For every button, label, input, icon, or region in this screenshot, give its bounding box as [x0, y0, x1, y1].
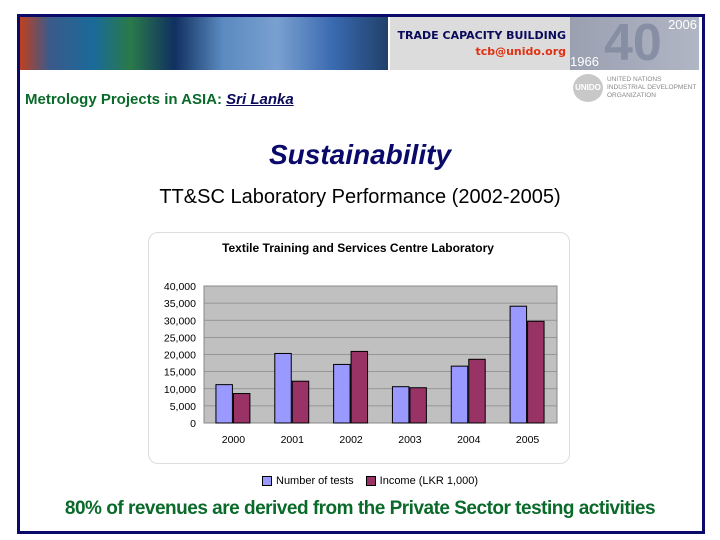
bar-tests-2005: [509, 305, 528, 424]
x-tick-label: 2000: [222, 434, 246, 446]
header-photo-banner: [20, 17, 388, 70]
legend-swatch: [262, 476, 272, 487]
tcb-email[interactable]: tcb@unido.org: [475, 45, 566, 58]
bar-tests-2003: [391, 386, 410, 424]
subtitle-prefix: Metrology Projects in ASIA:: [25, 91, 227, 108]
y-tick-label: 15,000: [164, 367, 196, 379]
x-tick-label: 2003: [398, 434, 422, 446]
bar-tests-2004: [450, 365, 469, 424]
y-tick-label: 30,000: [164, 315, 196, 327]
y-tick-label: 5,000: [170, 401, 196, 413]
y-tick-label: 0: [190, 418, 196, 430]
anniversary-start-year: 1966: [570, 54, 599, 69]
bar-chart: Textile Training and Services Centre Lab…: [164, 241, 558, 446]
tcb-title: TRADE CAPACITY BUILDING: [397, 29, 566, 42]
unido-logo: UNIDO UNITED NATIONS INDUSTRIAL DEVELOPM…: [573, 74, 697, 102]
footer-statement: 80% of revenues are derived from the Pri…: [64, 498, 656, 519]
page-heading: TT&SC Laboratory Performance (2002-2005): [159, 186, 561, 208]
y-tick-label: 10,000: [164, 384, 196, 396]
x-tick-label: 2001: [281, 434, 305, 446]
bar-income-2001: [291, 380, 310, 424]
x-tick-label: 2005: [516, 434, 540, 446]
y-tick-label: 20,000: [164, 350, 196, 362]
bar-tests-2000: [215, 384, 233, 424]
page-title: Sustainability: [268, 139, 452, 170]
unido-name: UNITED NATIONS INDUSTRIAL DEVELOPMENT OR…: [607, 76, 697, 99]
anniversary-number: 40: [604, 17, 662, 70]
bar-income-2003: [409, 387, 427, 424]
y-tick-label: 25,000: [164, 332, 196, 344]
bar-income-2005: [527, 320, 545, 424]
tcb-header: TRADE CAPACITY BUILDING tcb@unido.org: [390, 17, 570, 70]
anniversary-logo: 40 2006 1966: [570, 17, 699, 70]
chart-legend: Number of tests Income (LKR 1,000): [262, 475, 478, 487]
bar-tests-2001: [274, 352, 292, 424]
anniversary-end-year: 2006: [668, 17, 697, 32]
bar-income-2004: [468, 358, 486, 424]
legend-item-income: Income (LKR 1,000): [365, 475, 478, 487]
bar-income-2002: [350, 350, 369, 424]
project-subtitle: Metrology Projects in ASIA: Sri Lanka: [25, 91, 294, 108]
bar-tests-2002: [333, 363, 351, 424]
x-tick-label: 2004: [457, 434, 481, 446]
y-tick-label: 40,000: [164, 281, 196, 293]
y-tick-label: 35,000: [164, 298, 196, 310]
legend-item-tests: Number of tests: [262, 475, 354, 487]
legend-swatch: [365, 476, 376, 487]
x-tick-label: 2002: [339, 434, 363, 446]
chart-title: Textile Training and Services Centre Lab…: [222, 241, 494, 255]
country-name: Sri Lanka: [226, 91, 294, 108]
bar-income-2000: [232, 393, 251, 424]
unido-seal-icon: UNIDO: [573, 74, 603, 102]
